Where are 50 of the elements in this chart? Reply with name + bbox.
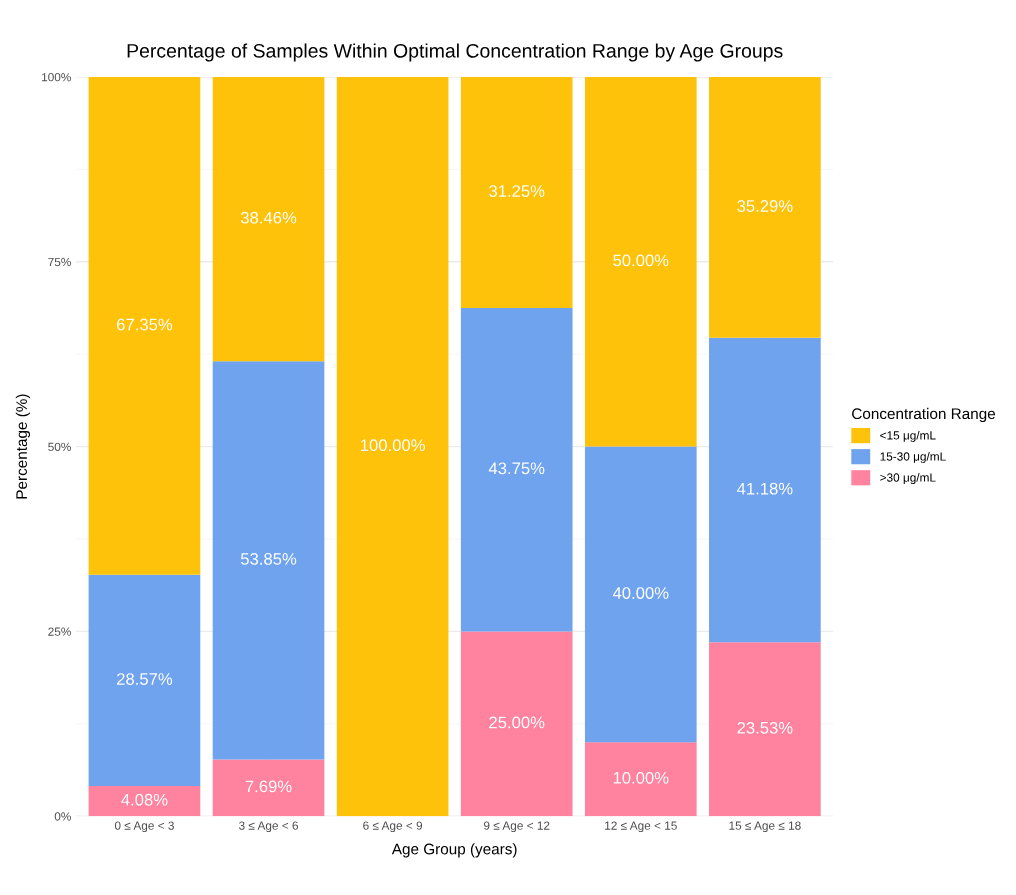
bar	[88, 786, 201, 817]
bar	[460, 76, 573, 308]
x-tick-label: 3 ≤ Age < 6	[238, 821, 298, 833]
chart-title: Percentage of Samples Within Optimal Concentration Range by Age Groups	[127, 43, 783, 62]
bar	[88, 76, 201, 575]
bar	[88, 574, 201, 787]
bar	[584, 446, 697, 743]
data-label: 31.25%	[489, 185, 545, 197]
data-label: 35.29%	[737, 200, 793, 212]
x-tick-label: 6 ≤ Age < 9	[363, 821, 423, 833]
y-axis-title: Percentage (%)	[15, 394, 31, 499]
bar	[460, 631, 573, 817]
data-label: 50.00%	[613, 254, 669, 267]
bar	[709, 337, 821, 643]
data-label: 41.18%	[736, 482, 793, 495]
data-label: 67.35%	[117, 318, 173, 331]
bar	[709, 642, 821, 817]
bar	[709, 76, 821, 338]
data-label: 43.75%	[488, 462, 545, 475]
x-tick-label: 0 ≤ Age < 3	[114, 821, 174, 833]
data-label: 23.53%	[737, 721, 793, 734]
legend-label: <15 μg/mL	[880, 430, 936, 442]
bar	[212, 361, 325, 760]
data-label: 38.46%	[240, 211, 297, 224]
legend-label: 15-30 μg/mL	[880, 451, 946, 463]
y-tick-label: 25%	[48, 627, 71, 636]
bar	[584, 76, 697, 447]
data-label: 7.69%	[245, 780, 292, 793]
x-axis-title: Age Group (years)	[391, 843, 517, 858]
data-label: 25.00%	[489, 716, 545, 729]
x-tick-label: 9 ≤ Age < 12	[483, 821, 550, 833]
y-tick-label: 100%	[42, 73, 71, 82]
y-tick-label: 0%	[54, 812, 71, 821]
data-label: 40.00%	[612, 587, 669, 599]
data-label: 28.57%	[117, 673, 173, 685]
bar	[584, 742, 697, 817]
bar	[336, 76, 449, 817]
data-label: 53.85%	[240, 553, 297, 565]
data-label: 10.00%	[613, 771, 669, 784]
legend-label: >30 μg/mL	[880, 473, 936, 485]
x-tick-label: 12 ≤ Age < 15	[605, 821, 677, 833]
bar	[460, 307, 573, 632]
data-label: 4.08%	[121, 793, 168, 806]
x-tick-label: 15 ≤ Age ≤ 18	[729, 821, 801, 833]
legend-title: Concentration Range	[852, 407, 996, 423]
y-tick-label: 50%	[48, 442, 71, 451]
y-tick-label: 75%	[48, 257, 71, 267]
bar	[212, 76, 325, 362]
bar	[212, 759, 325, 817]
data-label: 100.00%	[360, 439, 425, 452]
